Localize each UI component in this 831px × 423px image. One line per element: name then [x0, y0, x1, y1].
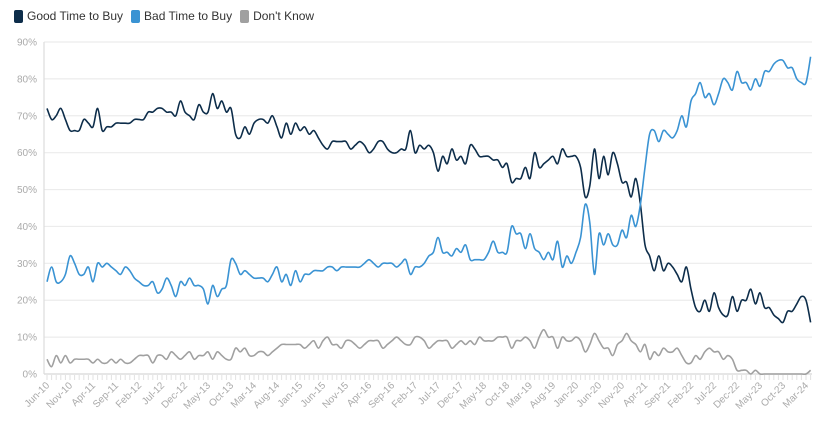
x-tick-label: Feb-22 — [666, 380, 696, 410]
y-tick-label: 40% — [17, 222, 37, 233]
x-tick-label: Nov-15 — [321, 380, 352, 411]
x-tick-label: Feb-17 — [390, 380, 420, 410]
dont-know-line — [46, 328, 812, 376]
legend-item-good[interactable]: Good Time to Buy — [14, 9, 123, 23]
legend-label-good: Good Time to Buy — [27, 9, 124, 23]
y-tick-label: 80% — [17, 74, 37, 85]
x-tick-label: Aug-19 — [528, 380, 559, 411]
x-tick-label: Feb-12 — [114, 380, 144, 410]
y-tick-label: 60% — [17, 148, 37, 159]
x-tick-label: Aug-14 — [252, 380, 283, 411]
legend-swatch-bad — [131, 9, 141, 23]
legend: Good Time to Buy Bad Time to Buy Don't K… — [14, 9, 314, 23]
y-tick-label: 0% — [23, 370, 38, 381]
x-tick-label: Mar-24 — [781, 380, 811, 410]
y-tick-label: 20% — [17, 296, 37, 307]
y-tick-label: 30% — [17, 259, 37, 270]
x-tick-label: Nov-20 — [597, 380, 628, 411]
legend-swatch-good — [14, 9, 23, 23]
y-tick-label: 70% — [17, 111, 37, 122]
legend-label-bad: Bad Time to Buy — [144, 9, 233, 23]
y-tick-label: 10% — [17, 333, 37, 344]
legend-label-dont-know: Don't Know — [253, 9, 315, 23]
x-tick-label: Nov-10 — [45, 380, 76, 411]
legend-swatch-dont-know — [240, 9, 250, 23]
y-tick-label: 90% — [17, 38, 37, 49]
bad-time-to-buy-line — [46, 56, 812, 305]
y-tick-label: 50% — [17, 185, 37, 196]
good-time-to-buy-line — [46, 92, 812, 324]
legend-item-dont-know[interactable]: Don't Know — [240, 9, 314, 23]
legend-item-bad[interactable]: Bad Time to Buy — [131, 9, 232, 23]
